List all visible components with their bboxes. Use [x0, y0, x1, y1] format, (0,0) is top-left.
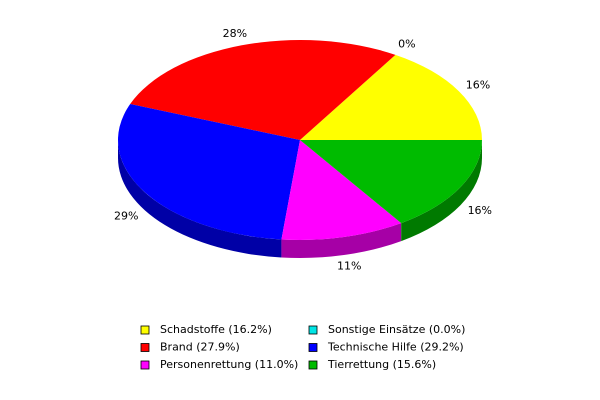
slice-side: [401, 140, 483, 242]
legend-swatch: [140, 325, 150, 335]
legend-label: Technische Hilfe (29.2%): [327, 341, 464, 354]
value-label: 0%: [398, 38, 415, 51]
legend-label: Personenrettung (11.0%): [160, 358, 298, 371]
legend-label: Sonstige Einsätze (0.0%): [328, 323, 465, 336]
slice-side: [281, 223, 402, 258]
slice-side: [118, 140, 282, 258]
legend-swatch: [308, 343, 318, 352]
legend-swatch: [308, 360, 318, 370]
slice: [130, 40, 396, 140]
legend-label: Tierrettung (15.6%): [327, 358, 436, 371]
legend-swatch: [140, 343, 150, 352]
value-label: 16%: [466, 78, 490, 91]
value-label: 16%: [468, 204, 492, 217]
slice: [281, 140, 402, 240]
slice: [300, 140, 482, 224]
legend-swatch: [140, 360, 150, 370]
legend-swatch: [308, 325, 318, 335]
legend-label: Brand (27.9%): [160, 341, 240, 354]
value-label: 11%: [337, 260, 361, 273]
legend-label: Schadstoffe (16.2%): [160, 323, 272, 336]
slice: [117, 104, 300, 240]
value-label: 28%: [223, 27, 247, 40]
value-label: 29%: [114, 210, 138, 223]
slice: [300, 54, 482, 140]
